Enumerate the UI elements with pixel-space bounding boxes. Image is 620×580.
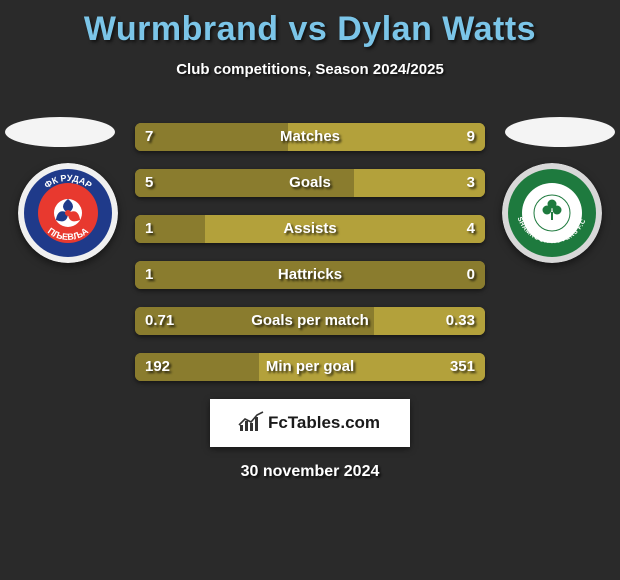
- club-badge-left-icon: ФК РУДАР ПЉЕВЉА: [18, 163, 118, 263]
- page-subtitle: Club competitions, Season 2024/2025: [0, 61, 620, 78]
- halo-right: [505, 117, 615, 147]
- comparison-area: ФК РУДАР ПЉЕВЉА SHAMROCK ROVER: [0, 123, 620, 481]
- brand-text: FcTables.com: [268, 413, 380, 433]
- date-label: 30 november 2024: [0, 463, 620, 481]
- stat-label: Goals: [135, 169, 485, 197]
- club-badge-right-icon: SHAMROCK ROVERS F.C.: [502, 163, 602, 263]
- stat-value-right: 0: [467, 261, 475, 289]
- stat-value-right: 9: [467, 123, 475, 151]
- stat-label: Hattricks: [135, 261, 485, 289]
- stat-row: 5Goals3: [135, 169, 485, 197]
- brand-box[interactable]: FcTables.com: [210, 399, 410, 447]
- halo-left: [5, 117, 115, 147]
- stat-row: 1Assists4: [135, 215, 485, 243]
- stat-row: 192Min per goal351: [135, 353, 485, 381]
- stat-row: 7Matches9: [135, 123, 485, 151]
- stat-row: 1Hattricks0: [135, 261, 485, 289]
- stat-label: Assists: [135, 215, 485, 243]
- page-title: Wurmbrand vs Dylan Watts: [0, 0, 620, 49]
- stat-value-right: 3: [467, 169, 475, 197]
- stats-list: 7Matches9 5Goals3 1Assists4 1Hattricks0 0.71…: [135, 123, 485, 381]
- stat-row: 0.71Goals per match0.33: [135, 307, 485, 335]
- stat-value-right: 0.33: [446, 307, 475, 335]
- stat-label: Matches: [135, 123, 485, 151]
- stat-label: Min per goal: [135, 353, 485, 381]
- brand-chart-icon: [240, 415, 262, 431]
- stat-value-right: 351: [450, 353, 475, 381]
- stat-label: Goals per match: [135, 307, 485, 335]
- stat-value-right: 4: [467, 215, 475, 243]
